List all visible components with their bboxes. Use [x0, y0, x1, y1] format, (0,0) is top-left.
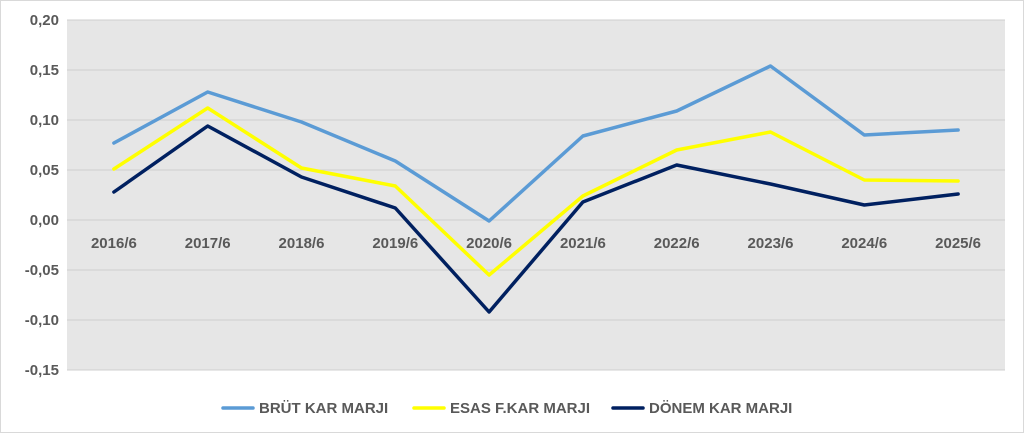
- x-tick-label: 2017/6: [185, 235, 231, 252]
- y-tick-label: 0,10: [30, 112, 59, 129]
- y-tick-label: 0,05: [30, 162, 59, 179]
- legend-label: DÖNEM KAR MARJI: [649, 400, 792, 417]
- x-tick-label: 2022/6: [654, 235, 700, 252]
- x-axis-tick-labels: 2016/6 2017/6 2018/6 2019/6 2020/6 2021/6 2022…: [91, 235, 981, 252]
- y-tick-label: -0,10: [25, 312, 59, 329]
- y-tick-label: 0,00: [30, 212, 59, 229]
- plot-area: [67, 20, 1005, 370]
- x-tick-label: 2016/6: [91, 235, 137, 252]
- y-tick-label: -0,15: [25, 362, 59, 379]
- y-axis-tick-labels: 0,20 0,15 0,10 0,05 0,00 -0,05 -0,10 -0,15: [25, 12, 59, 379]
- x-tick-label: 2019/6: [372, 235, 418, 252]
- legend-label: ESAS F.KAR MARJI: [450, 400, 590, 417]
- series-line-1: [112, 64, 960, 223]
- series-line-2: [112, 106, 960, 277]
- x-tick-label: 2025/6: [935, 235, 981, 252]
- legend: BRÜT KAR MARJI ESAS F.KAR MARJI DÖNEM KAR …: [221, 400, 792, 417]
- x-tick-label: 2018/6: [279, 235, 325, 252]
- series-lines: [112, 64, 960, 314]
- y-tick-label: -0,05: [25, 262, 59, 279]
- x-tick-label: 2020/6: [466, 235, 512, 252]
- x-tick-label: 2021/6: [560, 235, 606, 252]
- y-tick-label: 0,20: [30, 12, 59, 29]
- legend-label: BRÜT KAR MARJI: [259, 400, 388, 417]
- gridlines: [67, 19, 1005, 371]
- y-tick-label: 0,15: [30, 62, 59, 79]
- series-line-3: [112, 124, 960, 314]
- x-tick-label: 2024/6: [841, 235, 887, 252]
- x-tick-label: 2023/6: [748, 235, 794, 252]
